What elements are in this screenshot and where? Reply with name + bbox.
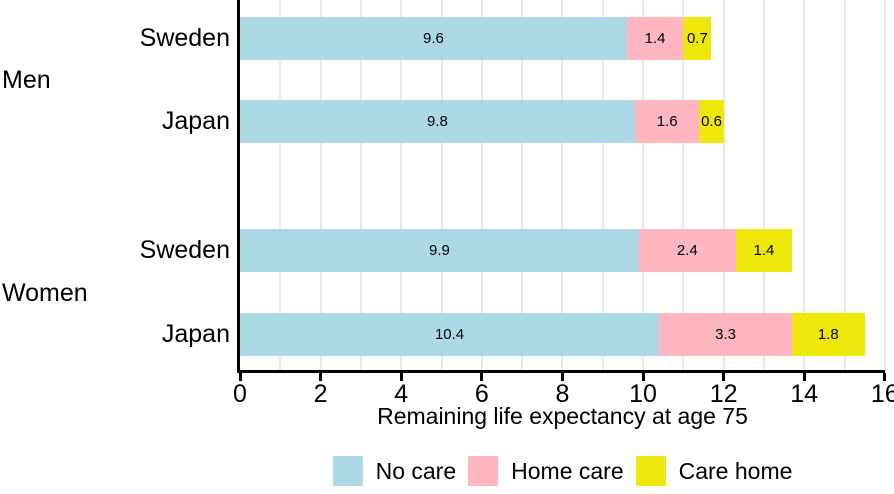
x-tick-label: 0 xyxy=(233,380,247,408)
gridline xyxy=(883,0,886,370)
bar-row-women-japan: 10.4 3.3 1.8 xyxy=(240,313,865,356)
gridline xyxy=(440,0,443,370)
bar-segment-care-home: 1.8 xyxy=(792,313,865,356)
row-label-sweden: Sweden xyxy=(139,236,230,264)
legend-label: Home care xyxy=(511,458,624,484)
gridline xyxy=(722,0,725,370)
bar-segment-home-care: 1.6 xyxy=(634,100,700,143)
group-label-men: Men xyxy=(2,66,51,94)
bar-segment-no-care: 10.4 xyxy=(240,313,660,356)
legend-label: Care home xyxy=(678,458,793,484)
x-tick-label: 14 xyxy=(790,380,819,408)
x-tick-label: 12 xyxy=(709,380,738,408)
gridline xyxy=(642,0,644,370)
bar-value-label: 9.9 xyxy=(429,242,450,259)
x-tick-label: 10 xyxy=(629,380,657,408)
legend-item-home-care: Home care xyxy=(468,456,624,486)
bar-value-label: 0.6 xyxy=(701,113,722,130)
gridline xyxy=(521,0,524,370)
bar-row-men-japan: 9.8 1.6 0.6 xyxy=(240,100,724,143)
bar-value-label: 0.7 xyxy=(686,30,708,47)
gridline xyxy=(480,0,483,370)
x-axis-line xyxy=(237,370,885,373)
gridline xyxy=(601,0,604,370)
gridline xyxy=(561,0,564,370)
gridline xyxy=(279,0,282,370)
x-tick-mark xyxy=(319,373,323,381)
x-tick-mark xyxy=(722,373,726,381)
x-tick-label: 8 xyxy=(555,380,570,408)
bar-value-label: 1.4 xyxy=(644,30,666,47)
bar-value-label: 1.4 xyxy=(753,242,775,259)
row-label-sweden: Sweden xyxy=(139,24,230,52)
bar-segment-home-care: 2.4 xyxy=(638,229,736,272)
bar-segment-home-care: 3.3 xyxy=(659,313,793,356)
bar-segment-care-home: 1.4 xyxy=(735,229,793,272)
bar-segment-no-care: 9.8 xyxy=(240,100,635,143)
legend-label: No care xyxy=(375,458,457,484)
bar-value-label: 2.4 xyxy=(676,242,698,259)
gridline xyxy=(803,0,806,370)
legend: No care Home care Care home xyxy=(240,456,885,486)
x-tick-label: 4 xyxy=(394,380,409,408)
x-tick-label: 16 xyxy=(870,380,894,408)
bar-value-label: 1.8 xyxy=(817,326,839,343)
legend-item-no-care: No care xyxy=(332,456,457,486)
x-tick-mark xyxy=(883,373,887,381)
gridline xyxy=(319,0,322,370)
bar-value-label: 9.6 xyxy=(423,30,444,47)
gridline xyxy=(762,0,765,370)
gridline xyxy=(843,0,846,370)
bar-value-label: 1.6 xyxy=(656,113,678,130)
gridline xyxy=(359,0,362,370)
x-tick-label: 2 xyxy=(313,380,328,408)
bar-segment-care-home: 0.7 xyxy=(683,17,712,60)
x-tick-mark xyxy=(238,373,242,381)
bar-row-men-sweden: 9.6 1.4 0.7 xyxy=(240,17,712,60)
legend-item-care-home: Care home xyxy=(635,456,793,486)
row-label-japan: Japan xyxy=(161,320,230,348)
row-label-japan: Japan xyxy=(161,107,230,135)
x-tick-mark xyxy=(641,373,645,381)
bar-value-label: 10.4 xyxy=(434,326,465,343)
x-tick-label: 6 xyxy=(474,380,489,408)
legend-swatch-care-home xyxy=(635,456,666,486)
bar-segment-no-care: 9.9 xyxy=(240,229,639,272)
legend-swatch-home-care xyxy=(468,456,499,486)
x-tick-mark xyxy=(399,373,403,381)
gridline xyxy=(400,0,403,370)
y-axis-line xyxy=(237,0,240,373)
x-tick-mark xyxy=(480,373,484,381)
bar-segment-no-care: 9.6 xyxy=(240,17,627,60)
x-tick-mark xyxy=(802,373,806,381)
group-label-women: Women xyxy=(2,278,88,307)
bar-segment-home-care: 1.4 xyxy=(626,17,684,60)
bar-value-label: 3.3 xyxy=(715,326,737,343)
bar-segment-care-home: 0.6 xyxy=(699,100,724,143)
gridline xyxy=(682,0,685,370)
bar-row-women-sweden: 9.9 2.4 1.4 xyxy=(240,229,793,272)
legend-swatch-no-care xyxy=(332,456,363,486)
x-tick-mark xyxy=(560,373,564,381)
bar-value-label: 9.8 xyxy=(427,113,448,130)
x-axis-title: Remaining life expectancy at age 75 xyxy=(377,403,748,429)
